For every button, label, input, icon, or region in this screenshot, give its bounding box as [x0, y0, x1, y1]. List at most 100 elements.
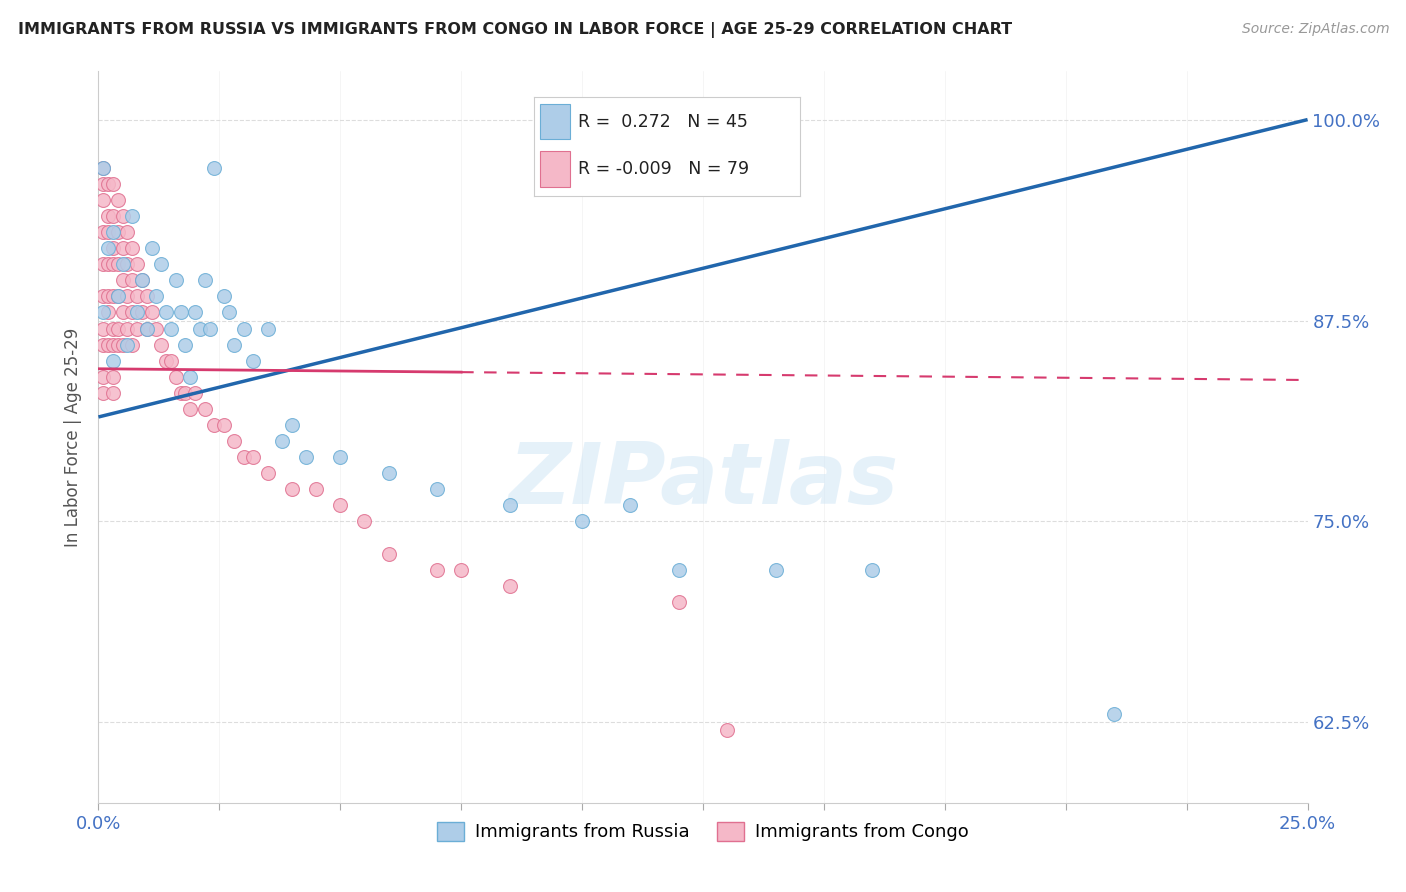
Point — [155, 353, 177, 368]
Point — [111, 273, 134, 287]
Point — [107, 225, 129, 239]
Point — [1102, 707, 1125, 722]
Point — [426, 483, 449, 497]
Point — [135, 321, 157, 335]
Point — [101, 321, 124, 335]
Point — [218, 305, 240, 319]
Point — [281, 417, 304, 432]
Point — [101, 241, 124, 255]
Point — [107, 257, 129, 271]
Point — [174, 337, 197, 351]
Point — [155, 305, 177, 319]
Point — [256, 467, 278, 481]
Point — [141, 241, 163, 255]
Point — [101, 385, 124, 400]
Point — [184, 305, 207, 319]
Point — [242, 450, 264, 465]
Point — [91, 177, 114, 191]
Point — [174, 385, 197, 400]
Point — [716, 723, 738, 738]
Point — [91, 305, 114, 319]
Point — [198, 321, 221, 335]
Y-axis label: In Labor Force | Age 25-29: In Labor Force | Age 25-29 — [63, 327, 82, 547]
Point — [232, 321, 254, 335]
Point — [135, 321, 157, 335]
Legend: Immigrants from Russia, Immigrants from Congo: Immigrants from Russia, Immigrants from … — [430, 814, 976, 848]
Point — [426, 563, 449, 577]
Point — [160, 353, 183, 368]
Point — [97, 209, 120, 223]
Point — [377, 547, 399, 561]
Point — [97, 305, 120, 319]
Point — [329, 499, 352, 513]
Point — [101, 353, 124, 368]
Point — [91, 225, 114, 239]
Point — [107, 337, 129, 351]
Point — [619, 499, 641, 513]
Point — [242, 353, 264, 368]
Point — [107, 193, 129, 207]
Point — [111, 209, 134, 223]
Point — [91, 289, 114, 303]
Point — [271, 434, 294, 449]
Point — [91, 321, 114, 335]
Point — [97, 225, 120, 239]
Point — [127, 289, 149, 303]
Point — [91, 161, 114, 175]
Point — [97, 177, 120, 191]
Point — [281, 483, 304, 497]
Point — [107, 321, 129, 335]
Point — [101, 257, 124, 271]
Point — [117, 257, 139, 271]
Text: ZIPatlas: ZIPatlas — [508, 440, 898, 523]
Point — [765, 563, 787, 577]
Point — [165, 273, 187, 287]
Point — [179, 369, 201, 384]
Point — [212, 417, 235, 432]
Point — [498, 499, 520, 513]
Point — [188, 321, 211, 335]
Point — [160, 321, 183, 335]
Point — [222, 337, 245, 351]
Text: Source: ZipAtlas.com: Source: ZipAtlas.com — [1241, 22, 1389, 37]
Point — [353, 515, 375, 529]
Point — [212, 289, 235, 303]
Point — [222, 434, 245, 449]
Point — [131, 273, 153, 287]
Point — [111, 305, 134, 319]
Point — [194, 273, 217, 287]
Point — [141, 305, 163, 319]
Point — [121, 305, 143, 319]
Point — [127, 321, 149, 335]
Point — [127, 257, 149, 271]
Point — [179, 401, 201, 416]
Point — [97, 289, 120, 303]
Point — [668, 595, 690, 609]
Point — [184, 385, 207, 400]
Point — [169, 385, 191, 400]
Point — [204, 161, 226, 175]
Point — [150, 337, 173, 351]
Point — [107, 289, 129, 303]
Point — [91, 337, 114, 351]
Point — [498, 579, 520, 593]
Point — [232, 450, 254, 465]
Point — [121, 337, 143, 351]
Point — [91, 369, 114, 384]
Point — [107, 289, 129, 303]
Point — [121, 241, 143, 255]
Point — [135, 289, 157, 303]
Point — [91, 161, 114, 175]
Point — [111, 257, 134, 271]
Point — [131, 305, 153, 319]
Point — [668, 563, 690, 577]
Point — [91, 257, 114, 271]
Point — [571, 515, 593, 529]
Point — [377, 467, 399, 481]
Point — [101, 337, 124, 351]
Point — [329, 450, 352, 465]
Point — [117, 337, 139, 351]
Point — [97, 241, 120, 255]
Point — [860, 563, 883, 577]
Point — [121, 273, 143, 287]
